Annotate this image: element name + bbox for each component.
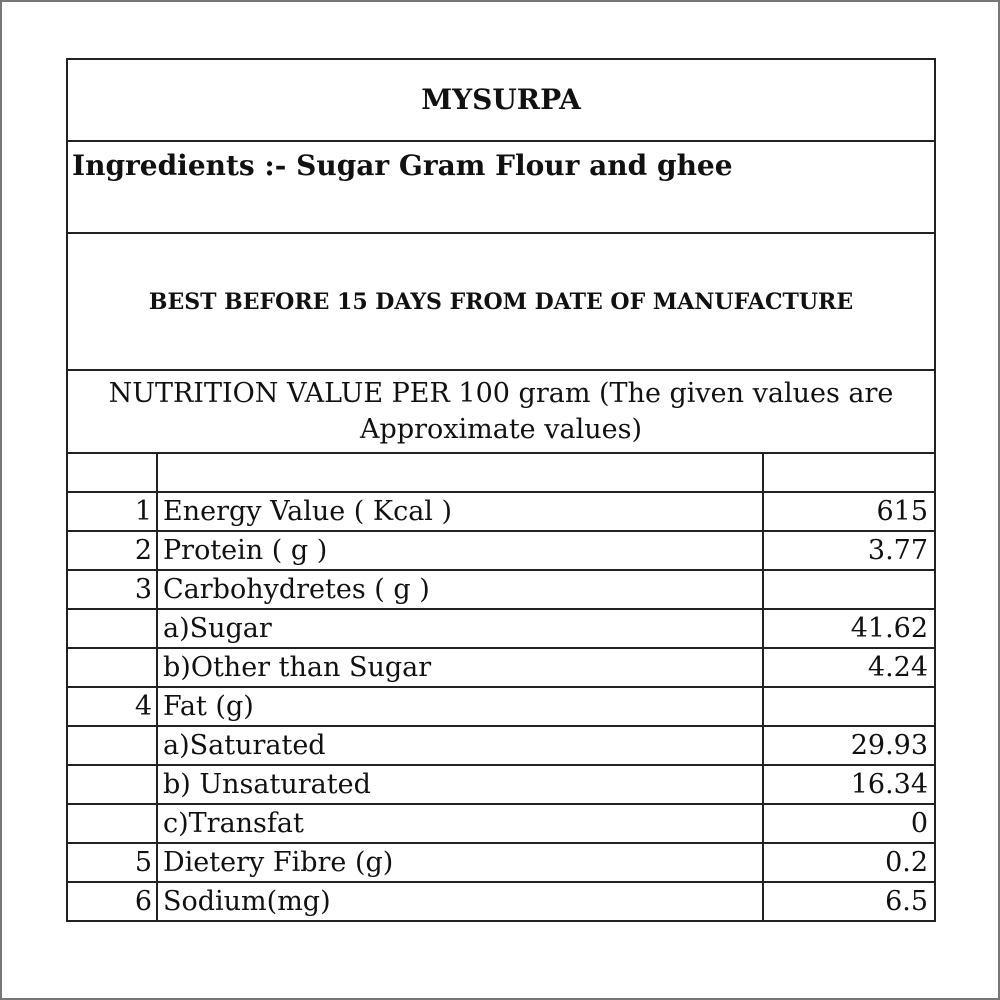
nutrition-header: NUTRITION VALUE PER 100 gram (The given …: [65, 369, 937, 454]
row-number: 5: [66, 842, 158, 883]
ingredients: Ingredients :- Sugar Gram Flour and ghee: [65, 140, 937, 234]
nutrient-value: 41.62: [761, 608, 937, 649]
best-before: BEST BEFORE 15 DAYS FROM DATE OF MANUFAC…: [65, 232, 937, 371]
row-number: [66, 764, 158, 805]
nutrient-value: 0: [761, 803, 937, 844]
blank-row: [66, 452, 937, 493]
row-number: [66, 725, 158, 766]
nutrient-value: 615: [761, 491, 937, 532]
nutrient-label: Carbohydretes ( g ): [156, 569, 764, 610]
nutrition-row: 6 Sodium(mg) 6.5: [66, 881, 937, 922]
nutrition-row: b)Other than Sugar 4.24: [66, 647, 937, 688]
nutrient-value: 0.2: [761, 842, 937, 883]
nutrient-label: Fat (g): [156, 686, 764, 727]
nutrient-label: b) Unsaturated: [156, 764, 764, 805]
row-number: [66, 647, 158, 688]
nutrient-value: 3.77: [761, 530, 937, 571]
nutrient-value: 4.24: [761, 647, 937, 688]
nutrient-label: Sodium(mg): [156, 881, 764, 922]
nutrition-row: 1 Energy Value ( Kcal ) 615: [66, 491, 937, 532]
row-number: 4: [66, 686, 158, 727]
row-number: [66, 803, 158, 844]
nutrient-label: Energy Value ( Kcal ): [156, 491, 764, 532]
nutrition-row: 5 Dietery Fibre (g) 0.2: [66, 842, 937, 883]
nutrition-row: 4 Fat (g): [66, 686, 937, 727]
nutrition-row: b) Unsaturated 16.34: [66, 764, 937, 805]
row-number: 6: [66, 881, 158, 922]
nutrition-row: c)Transfat 0: [66, 803, 937, 844]
nutrient-label: c)Transfat: [156, 803, 764, 844]
row-number: 3: [66, 569, 158, 610]
nutrient-value: 29.93: [761, 725, 937, 766]
nutrient-value: [761, 686, 937, 727]
nutrient-value: [761, 569, 937, 610]
nutrient-label: a)Saturated: [156, 725, 764, 766]
product-title: MYSURPA: [65, 58, 937, 142]
nutrition-row: 2 Protein ( g ) 3.77: [66, 530, 937, 571]
nutrient-label: Dietery Fibre (g): [156, 842, 764, 883]
nutrient-label: a)Sugar: [156, 608, 764, 649]
row-number: 2: [66, 530, 158, 571]
row-number: [66, 608, 158, 649]
nutrient-label: Protein ( g ): [156, 530, 764, 571]
nutrient-label: b)Other than Sugar: [156, 647, 764, 688]
nutrition-row: a)Sugar 41.62: [66, 608, 937, 649]
nutrition-row: 3 Carbohydretes ( g ): [66, 569, 937, 610]
row-number: 1: [66, 491, 158, 532]
nutrient-value: 16.34: [761, 764, 937, 805]
product-label-table: MYSURPA Ingredients :- Sugar Gram Flour …: [65, 58, 937, 922]
nutrient-value: 6.5: [761, 881, 937, 922]
nutrition-row: a)Saturated 29.93: [66, 725, 937, 766]
